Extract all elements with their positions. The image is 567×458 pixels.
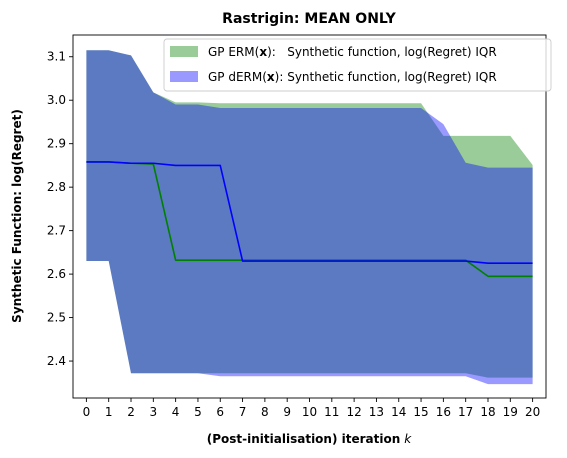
iqr-band-gp-erm: [86, 50, 533, 378]
mean-line-gp-erm: [86, 161, 533, 278]
legend-prefix-gp-derm: GP dERM(: [208, 70, 267, 84]
y-tick-label: 2.4: [47, 354, 66, 368]
mean-line-gp-derm: [86, 161, 533, 265]
iqr-band-gp-derm: [86, 50, 533, 385]
y-tick-label: 2.8: [47, 180, 66, 194]
x-axis-label-text: (Post-initialisation) iteration: [207, 432, 401, 446]
y-tick-label: 3.1: [47, 50, 66, 64]
x-tick-label: 5: [194, 405, 202, 419]
y-axis-ticks: 2.4 2.5 2.6 2.7 2.8 2.9 3.0 3.1: [47, 50, 73, 368]
x-tick-label: 11: [324, 405, 339, 419]
legend-entry-gp-erm: GP ERM(x): Synthetic function, log(Regre…: [208, 45, 497, 59]
x-tick-label: 4: [172, 405, 180, 419]
legend-entry-gp-derm: GP dERM(x): Synthetic function, log(Regr…: [208, 70, 497, 84]
x-tick-label: 18: [480, 405, 495, 419]
x-tick-label: 0: [83, 405, 91, 419]
legend-swatch-gp-derm: [170, 71, 198, 82]
legend-prefix-gp-erm: GP ERM(: [208, 45, 259, 59]
y-tick-label: 2.5: [47, 311, 66, 325]
x-tick-label: 15: [413, 405, 428, 419]
x-tick-label: 14: [391, 405, 406, 419]
x-tick-label: 9: [283, 405, 291, 419]
x-tick-label: 17: [458, 405, 473, 419]
legend-box: [163, 38, 552, 92]
y-tick-label: 2.9: [47, 137, 66, 151]
legend-var-gp-derm: x: [267, 70, 275, 84]
x-tick-label: 13: [369, 405, 384, 419]
x-axis-label-var: k: [404, 432, 412, 446]
chart-title: Rastrigin: MEAN ONLY: [222, 11, 396, 27]
x-tick-label: 3: [150, 405, 158, 419]
x-tick-label: 1: [105, 405, 113, 419]
mean-lines: [86, 161, 533, 278]
iqr-bands: [86, 50, 533, 385]
legend-var-gp-erm: x: [259, 45, 267, 59]
y-tick-label: 2.7: [47, 224, 66, 238]
x-tick-label: 6: [216, 405, 224, 419]
x-tick-label: 16: [436, 405, 451, 419]
legend-suffix-gp-erm: ): Synthetic function, log(Regret) IQR: [267, 45, 497, 59]
legend-suffix-gp-derm: ): Synthetic function, log(Regret) IQR: [275, 70, 497, 84]
x-axis-label: (Post-initialisation) iteration k: [207, 432, 413, 446]
x-tick-label: 2: [127, 405, 135, 419]
x-tick-label: 20: [525, 405, 540, 419]
y-tick-label: 3.0: [47, 93, 66, 107]
x-tick-label: 7: [239, 405, 247, 419]
y-tick-label: 2.6: [47, 267, 66, 281]
x-tick-label: 19: [503, 405, 518, 419]
x-tick-label: 12: [346, 405, 361, 419]
legend-swatch-gp-erm: [170, 46, 198, 57]
y-axis-label: Synthetic Function: log(Regret): [10, 109, 24, 323]
x-tick-label: 10: [302, 405, 317, 419]
x-tick-label: 8: [261, 405, 269, 419]
x-axis-ticks: 0 1 2 3 4 5 6 7 8 9 10 11 12 13 14 15 16 17 18 19 20: [83, 398, 540, 419]
legend: GP ERM(x): Synthetic function, log(Regre…: [163, 38, 552, 92]
